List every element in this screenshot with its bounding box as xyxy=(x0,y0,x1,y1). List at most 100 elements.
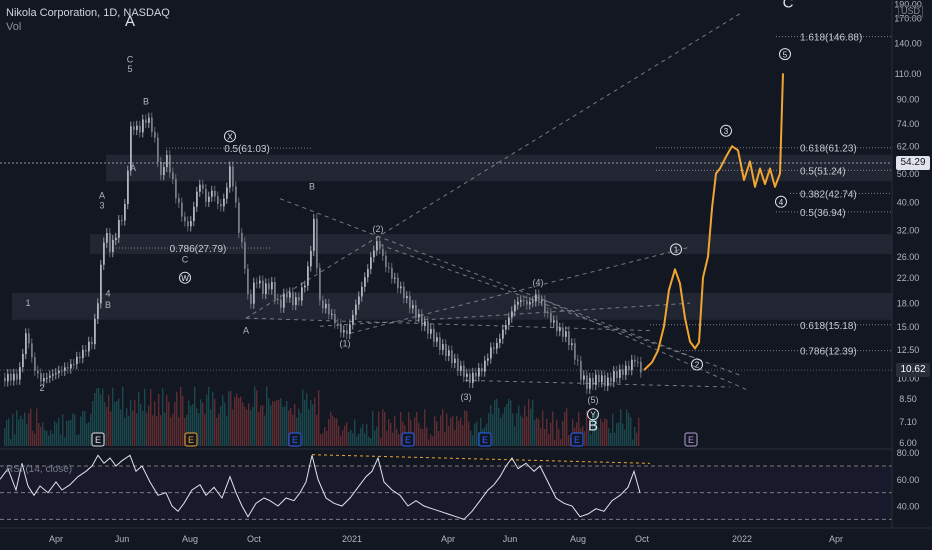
candle-body xyxy=(61,370,63,372)
candle-body xyxy=(193,206,195,222)
price-tick-label-13: 15.00 xyxy=(897,322,920,332)
volume-bar xyxy=(446,413,448,446)
volume-bar xyxy=(620,409,622,446)
volume-bar xyxy=(448,426,450,446)
symbol-title: Nikola Corporation, 1D, NASDAQ xyxy=(6,7,170,19)
candle-body xyxy=(355,304,357,315)
wave-label-9: C xyxy=(127,54,134,64)
candle-body xyxy=(418,314,420,318)
currency-badge[interactable]: USD xyxy=(898,5,924,18)
fib-level-label-3: 0.382(42.74) xyxy=(800,189,857,200)
trendline-1[interactable] xyxy=(279,198,741,376)
volume-bar xyxy=(284,406,286,446)
volume-bar xyxy=(226,415,228,446)
trendline-6[interactable] xyxy=(464,379,731,388)
trendline-5[interactable] xyxy=(379,244,701,361)
volume-bar xyxy=(334,417,336,446)
volume-bar xyxy=(578,412,580,446)
volume-bar xyxy=(170,417,172,446)
volume-bar xyxy=(274,401,276,446)
earnings-marker[interactable] xyxy=(91,432,105,447)
candle-body xyxy=(145,119,147,123)
trendline-0[interactable] xyxy=(245,13,741,319)
volume-bar xyxy=(374,430,376,446)
price-tick-label-10: 26.00 xyxy=(897,252,920,262)
trendline-4[interactable] xyxy=(349,246,691,334)
candle-body xyxy=(469,373,471,383)
wave-label-11: B xyxy=(143,97,149,107)
candle-body xyxy=(346,330,348,335)
volume-bar xyxy=(42,422,44,446)
rsi-divergence-line[interactable] xyxy=(311,454,651,464)
candle-body xyxy=(601,375,603,383)
volume-bar xyxy=(472,435,474,446)
volume-bar xyxy=(10,439,12,446)
projection-path[interactable] xyxy=(643,73,784,371)
volume-bar xyxy=(626,409,628,446)
rsi-line[interactable] xyxy=(0,454,641,520)
trendline-3[interactable] xyxy=(319,302,691,327)
volume-bar xyxy=(4,428,6,446)
earnings-marker[interactable] xyxy=(401,432,415,447)
volume-bar xyxy=(604,418,606,446)
candle-body xyxy=(103,242,105,265)
volume-bar xyxy=(32,430,34,446)
volume-bar xyxy=(396,428,398,446)
candle-body xyxy=(331,314,333,316)
earnings-marker[interactable] xyxy=(288,432,302,447)
candle-body xyxy=(43,378,45,382)
volume-bar xyxy=(178,417,180,446)
volume-bar xyxy=(76,435,78,446)
earnings-marker[interactable] xyxy=(570,432,584,447)
volume-bar xyxy=(24,412,26,446)
volume-bar xyxy=(330,411,332,446)
candle-body xyxy=(31,343,33,358)
circled-wave-ring-6 xyxy=(775,195,787,208)
candle-body xyxy=(619,369,621,378)
candle-body xyxy=(232,166,234,187)
volume-bar xyxy=(336,418,338,446)
earnings-marker[interactable] xyxy=(184,432,198,447)
trendline-2[interactable] xyxy=(245,317,651,332)
volume-bar xyxy=(414,417,416,446)
volume-bar xyxy=(636,432,638,446)
volume-bar xyxy=(36,408,38,446)
candle-body xyxy=(430,328,432,334)
wave-label-15: A xyxy=(243,325,249,335)
volume-bar xyxy=(250,410,252,446)
volume-bar xyxy=(184,417,186,446)
volume-bar xyxy=(14,434,16,446)
volume-bar xyxy=(12,413,14,446)
price-tick-label-2: 140.00 xyxy=(894,38,922,48)
candle-body xyxy=(343,330,345,333)
earnings-marker[interactable] xyxy=(478,432,492,447)
volume-bar xyxy=(442,408,444,446)
candle-body xyxy=(16,373,18,380)
volume-bar xyxy=(622,423,624,446)
volume-bar xyxy=(468,421,470,446)
candle-body xyxy=(106,232,108,243)
volume-bar xyxy=(248,403,250,446)
volume-bar xyxy=(460,417,462,446)
candle-body xyxy=(304,285,306,288)
volume-bar xyxy=(238,397,240,446)
candle-body xyxy=(565,331,567,337)
candle-body xyxy=(127,170,129,204)
volume-bar xyxy=(634,426,636,446)
trendline-7[interactable] xyxy=(544,299,751,392)
candle-body xyxy=(544,300,546,313)
candle-body xyxy=(562,327,564,337)
rsi-title: RSI (14, close) xyxy=(6,464,72,475)
volume-bar xyxy=(202,402,204,446)
fib-level-label-6: 0.786(12.39) xyxy=(800,347,857,358)
volume-bar xyxy=(152,415,154,446)
volume-bar xyxy=(314,397,316,446)
volume-bar xyxy=(304,399,306,446)
volume-bar xyxy=(218,413,220,446)
candle-body xyxy=(541,300,543,302)
volume-bar xyxy=(310,400,312,446)
earnings-marker[interactable] xyxy=(684,432,698,447)
volume-bar xyxy=(440,415,442,446)
candle-body xyxy=(538,294,540,301)
